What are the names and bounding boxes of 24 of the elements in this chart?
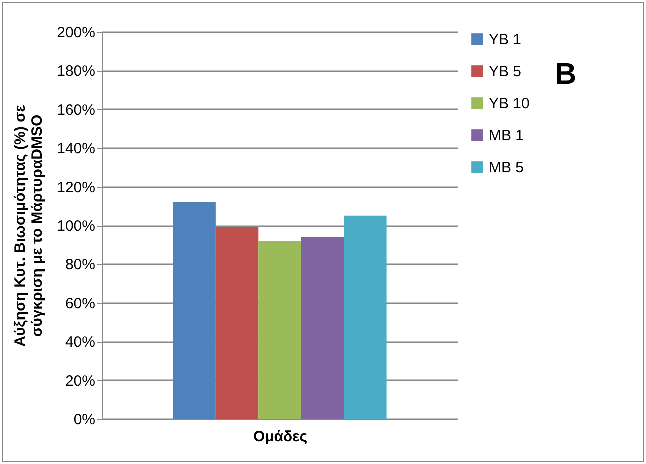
text: B	[555, 58, 577, 92]
legend-label: YB 10	[489, 96, 530, 112]
y-tick-label: 140%	[57, 140, 96, 158]
y-tick-label: 80%	[65, 256, 96, 274]
legend-label: YB 5	[489, 64, 522, 80]
y-tick-label: 0%	[74, 412, 96, 428]
y-tick-label: 60%	[65, 295, 96, 312]
bar	[344, 216, 387, 419]
y-tick-label: 100%	[57, 218, 96, 235]
bar	[301, 237, 344, 419]
y-axis-title: Αύξηση Κυτ. Βιωσιμότητας (%) σε σύγκριση με το ΜάρτυραDMSO	[12, 105, 46, 347]
bar	[216, 227, 259, 419]
y-tick-label: 180%	[57, 63, 96, 80]
legend-label: MB 5	[489, 160, 524, 176]
y-tick-label: 20%	[65, 372, 96, 390]
y-tick-label: 200%	[57, 24, 96, 42]
x-axis-title: Ομάδες	[253, 428, 308, 446]
y-tick-label: 120%	[57, 179, 96, 196]
y-tick-label: 160%	[57, 102, 96, 119]
legend-label: MB 1	[489, 128, 524, 144]
legend-label: YB 1	[489, 32, 522, 48]
bar	[173, 202, 216, 419]
bar	[258, 240, 302, 419]
y-tick-label: 40%	[65, 334, 96, 352]
